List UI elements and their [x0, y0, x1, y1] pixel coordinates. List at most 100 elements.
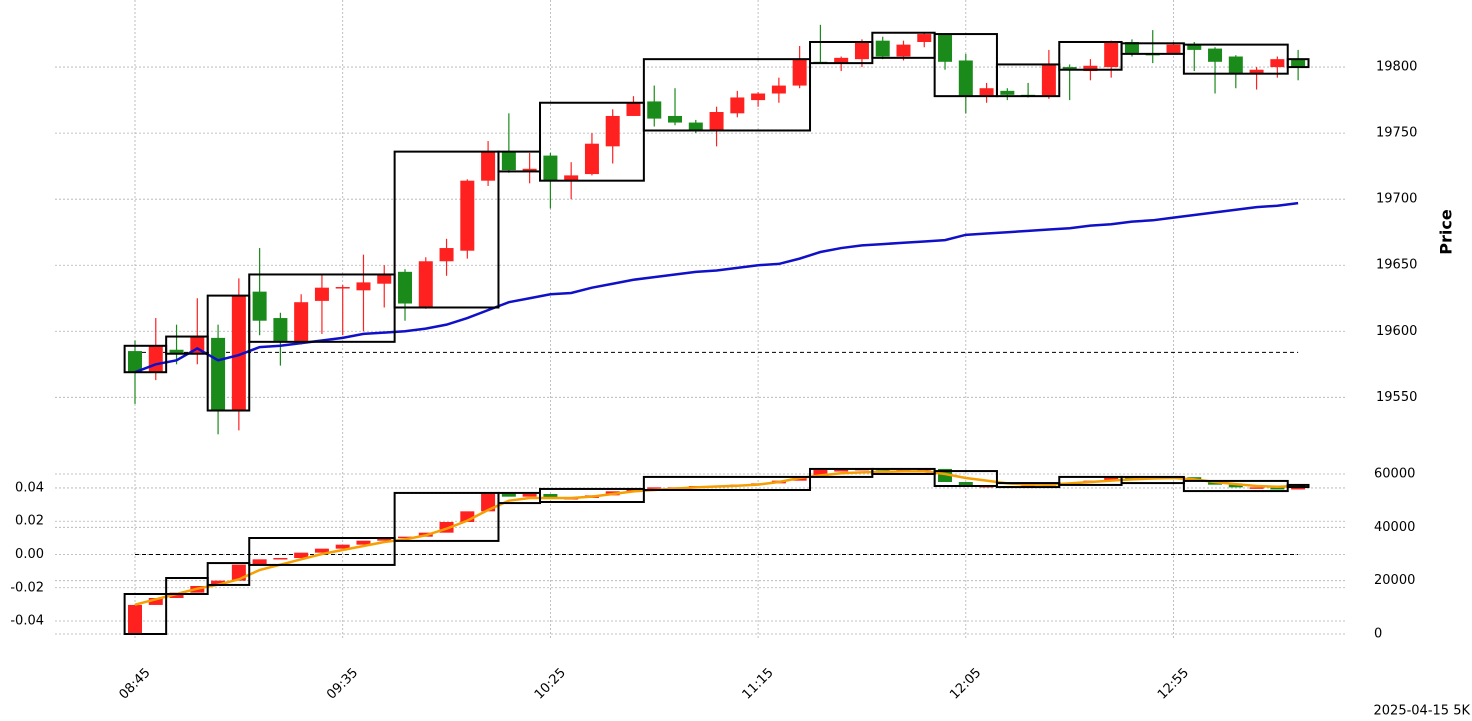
candle-body — [1187, 44, 1202, 50]
candle-body — [128, 351, 142, 373]
range-box — [1286, 483, 1310, 489]
candle-body — [356, 282, 371, 291]
candle-body — [958, 482, 973, 486]
candle-body — [1228, 484, 1243, 488]
candle-body — [231, 295, 246, 411]
range-box — [1286, 58, 1310, 69]
candle-body — [169, 592, 184, 598]
candle-body — [439, 248, 454, 262]
y-axis-label: Price — [1437, 209, 1456, 255]
y2-tick-label: 60000 — [1374, 467, 1415, 482]
candle-body — [460, 511, 475, 522]
range-box — [123, 344, 168, 374]
candle-body — [169, 349, 184, 354]
candle-body — [501, 151, 516, 171]
candle-body — [148, 598, 163, 605]
y2-tick-label: 40000 — [1374, 520, 1415, 535]
candle-body — [1104, 41, 1119, 68]
x-tick-label: 09:35 — [324, 665, 361, 702]
candle-body — [771, 85, 786, 94]
candle-body — [335, 544, 350, 549]
y2-tick-label: 0 — [1374, 627, 1382, 642]
y-tick-label: 19800 — [1376, 60, 1417, 75]
y-tick-label: 0.02 — [15, 514, 44, 529]
range-box — [206, 562, 251, 586]
candle-body — [834, 57, 849, 64]
candle-body — [273, 558, 288, 560]
candle-body — [522, 494, 537, 497]
line-series — [134, 201, 1299, 374]
candle-body — [543, 494, 558, 498]
candle-body — [1270, 487, 1285, 490]
candle-body — [294, 302, 309, 342]
x-tick-label: 10:25 — [532, 665, 569, 702]
candle-body — [1062, 67, 1077, 70]
y-tick-label: 19650 — [1376, 258, 1417, 273]
range-box — [1058, 40, 1123, 71]
candle-body — [626, 102, 641, 116]
candle-body — [418, 261, 433, 308]
x-tick-label: 08:45 — [116, 665, 153, 702]
candle-body — [252, 559, 267, 565]
candle-body — [1270, 59, 1285, 68]
candle-body — [1000, 90, 1015, 95]
candle-body — [543, 155, 558, 181]
candle-body — [1249, 69, 1264, 74]
y-tick-label: 19750 — [1376, 126, 1417, 141]
candle-body — [813, 470, 828, 477]
range-box — [248, 537, 396, 566]
candle-body — [211, 337, 226, 411]
candle-body — [938, 34, 953, 62]
candle-body — [501, 492, 516, 497]
candle-body — [273, 318, 288, 342]
candle-body — [751, 93, 766, 101]
candle-body — [314, 548, 329, 553]
candle-body — [481, 151, 496, 181]
x-tick-label: 11:15 — [740, 665, 777, 702]
candle-body — [128, 604, 142, 634]
footer: 2025-04-15 5K — [1374, 704, 1471, 719]
candle-body — [1249, 487, 1264, 489]
candle-body — [1166, 44, 1181, 54]
y2-tick-label: 20000 — [1374, 573, 1415, 588]
candle-body — [252, 291, 267, 321]
candle-body — [522, 168, 537, 172]
line-series — [134, 470, 1299, 606]
candle-body — [1208, 48, 1223, 62]
candle-body — [688, 122, 703, 131]
y-tick-label: -0.04 — [10, 614, 44, 629]
range-box — [933, 470, 998, 488]
range-box — [393, 491, 500, 542]
candle-body — [1124, 41, 1139, 54]
candle-body — [398, 536, 413, 539]
candle-body — [647, 101, 662, 119]
candle-body — [564, 175, 579, 181]
candle-body — [730, 97, 745, 114]
range-box — [642, 58, 812, 132]
candle-body — [709, 111, 724, 131]
candle-body — [792, 59, 807, 86]
candle-body — [356, 540, 371, 545]
range-box — [539, 101, 645, 182]
candle-body — [1104, 476, 1119, 481]
candle-body — [584, 143, 599, 175]
candle-body — [875, 40, 890, 57]
range-box — [539, 487, 645, 503]
x-tick-label: 12:05 — [947, 665, 984, 702]
candle-body — [834, 470, 849, 472]
candle-body — [938, 468, 953, 482]
candle-body — [481, 492, 496, 512]
candle-body — [605, 115, 620, 147]
range-box — [206, 294, 251, 412]
candle-body — [211, 580, 226, 586]
candle-body — [335, 287, 350, 289]
candle-body — [896, 44, 911, 57]
y-tick-label: 0.04 — [15, 480, 44, 495]
candle-body — [1041, 64, 1056, 97]
candle-body — [854, 41, 869, 60]
candle-body — [377, 274, 392, 284]
candle-body — [398, 271, 413, 304]
candle-body — [460, 180, 475, 251]
candle-body — [294, 552, 309, 558]
